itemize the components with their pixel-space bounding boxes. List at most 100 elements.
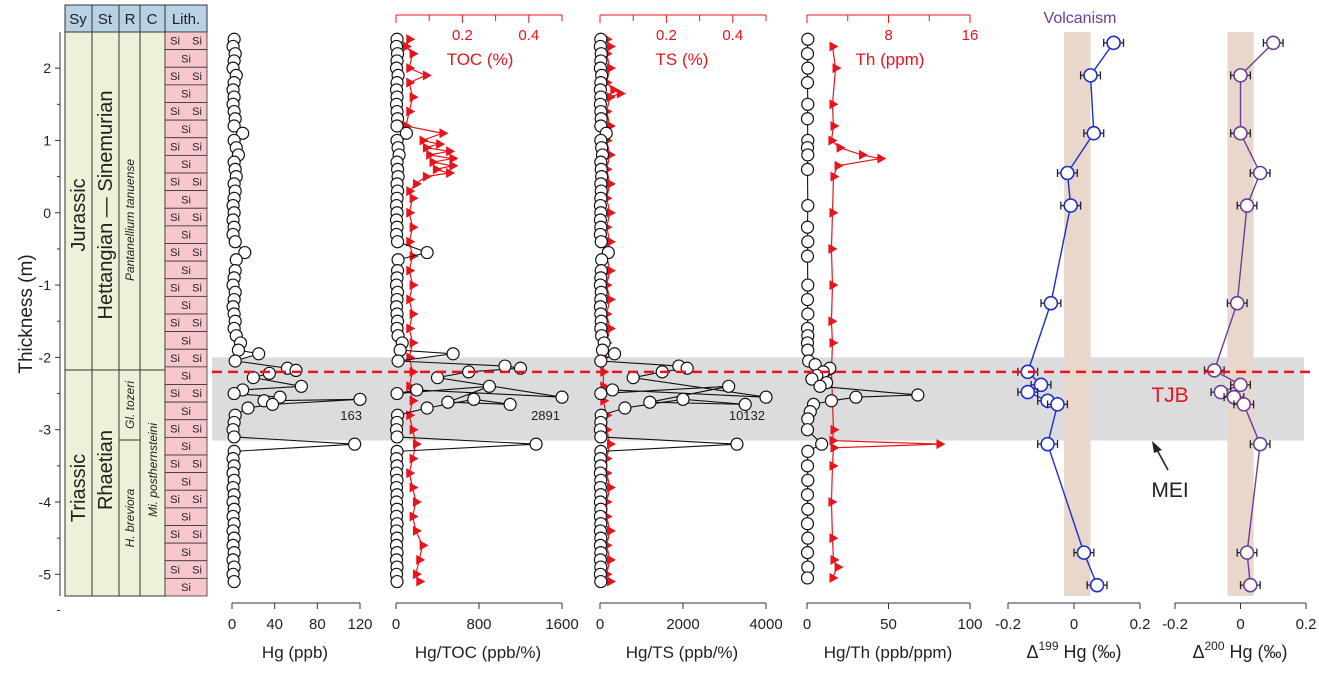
data-point bbox=[1050, 397, 1065, 412]
data-point bbox=[801, 343, 815, 357]
data-point bbox=[228, 354, 242, 368]
x-tick-label: 0 bbox=[228, 616, 236, 633]
series-line-Hg/Th bbox=[806, 39, 918, 578]
data-point bbox=[594, 235, 608, 249]
triangle-marker bbox=[406, 323, 416, 334]
triangle-marker bbox=[439, 128, 449, 139]
data-point bbox=[391, 354, 405, 368]
data-point bbox=[1252, 436, 1268, 452]
x-axis-label-sup: 200 bbox=[1205, 639, 1225, 653]
lith-label: Si bbox=[181, 300, 191, 312]
data-point bbox=[594, 354, 608, 368]
lith-label: Si bbox=[181, 547, 191, 559]
triangle-marker bbox=[409, 482, 419, 493]
triangle-marker bbox=[406, 265, 416, 276]
lith-label: Si bbox=[170, 423, 180, 435]
y-axis-label: Thickness (m) bbox=[16, 254, 37, 373]
triangle-marker bbox=[828, 316, 838, 327]
data-point bbox=[1207, 363, 1222, 378]
triangle-marker bbox=[406, 294, 416, 305]
series-line-Hg/TS bbox=[598, 39, 767, 582]
data-point bbox=[824, 394, 839, 408]
triangle-marker bbox=[828, 497, 838, 507]
data-point bbox=[503, 397, 517, 411]
data-point bbox=[801, 307, 815, 321]
data-point bbox=[1089, 577, 1105, 593]
data-point bbox=[626, 371, 640, 385]
data-point bbox=[446, 347, 460, 361]
lith-label: Si bbox=[170, 318, 180, 330]
lith-label: Si bbox=[192, 247, 202, 259]
data-point bbox=[849, 390, 863, 404]
data-point bbox=[911, 388, 925, 402]
data-point bbox=[467, 392, 481, 406]
lith-label: Si bbox=[170, 36, 180, 48]
data-point bbox=[1060, 165, 1075, 181]
data-point bbox=[1020, 384, 1036, 400]
triangle-marker bbox=[830, 121, 840, 131]
triangle-marker bbox=[416, 554, 426, 565]
data-point bbox=[594, 574, 608, 589]
data-point bbox=[227, 574, 241, 589]
triangle-marker bbox=[829, 572, 839, 583]
data-point bbox=[390, 386, 404, 401]
lith-label: Si bbox=[192, 423, 202, 435]
lith-label: Si bbox=[192, 106, 202, 118]
data-point bbox=[410, 383, 424, 397]
data-point bbox=[1063, 198, 1078, 213]
data-point bbox=[815, 437, 829, 451]
x-tick-label: 0.2 bbox=[1130, 616, 1151, 633]
lith-label: Si bbox=[181, 265, 191, 277]
data-point bbox=[594, 386, 608, 401]
top-tick-label: 0.2 bbox=[452, 27, 473, 44]
data-point bbox=[759, 390, 773, 404]
data-point bbox=[1239, 545, 1255, 560]
lith-label: Si bbox=[181, 124, 191, 136]
triangle-marker bbox=[412, 178, 422, 189]
triangle-marker bbox=[446, 146, 456, 157]
lith-label: Si bbox=[170, 529, 180, 541]
top-axis-label: TS (%) bbox=[656, 50, 709, 69]
x-tick-label: 50 bbox=[880, 616, 897, 633]
zone-posthernsteini: Mi. posthernsteini bbox=[146, 423, 160, 517]
data-point bbox=[555, 390, 569, 404]
data-point bbox=[353, 392, 367, 406]
triangle-marker bbox=[829, 207, 839, 218]
triangle-marker bbox=[834, 160, 844, 171]
data-point bbox=[390, 574, 404, 589]
data-point bbox=[813, 379, 827, 393]
data-point bbox=[801, 560, 815, 574]
lith-label: Si bbox=[170, 247, 180, 259]
series-line-Hg bbox=[232, 39, 361, 582]
y-axis: Thickness (m) 2 1 0 -1 -2 -3 -4 -5 bbox=[16, 32, 61, 611]
y-tick-label: 1 bbox=[43, 132, 51, 148]
triangle-marker bbox=[606, 576, 616, 587]
data-point bbox=[399, 126, 413, 140]
lith-label: Si bbox=[181, 582, 191, 594]
triangle-marker bbox=[406, 236, 416, 247]
data-point bbox=[595, 253, 609, 267]
outlier-label: 2891 bbox=[531, 408, 560, 423]
data-point bbox=[800, 162, 815, 176]
zone-pantanellium: Pantanellium tanuense bbox=[123, 159, 137, 281]
triangle-marker bbox=[606, 207, 616, 218]
top-axis-label: TOC (%) bbox=[447, 50, 514, 69]
triangle-marker bbox=[409, 222, 419, 233]
triangle-marker bbox=[829, 435, 839, 446]
y-tick-label: 2 bbox=[43, 60, 51, 76]
lith-label: Si bbox=[170, 388, 180, 400]
data-point bbox=[801, 473, 815, 487]
triangle-marker bbox=[606, 149, 616, 160]
triangle-marker bbox=[859, 149, 869, 160]
data-point bbox=[1265, 35, 1281, 51]
triangle-marker bbox=[836, 142, 846, 153]
data-point bbox=[1086, 125, 1102, 141]
x-tick-label: 0 bbox=[1070, 616, 1078, 633]
triangle-marker bbox=[606, 323, 616, 334]
triangle-marker bbox=[606, 482, 616, 493]
data-point bbox=[800, 220, 815, 234]
triangle-marker bbox=[606, 525, 616, 536]
top-tick-label: 8 bbox=[884, 27, 892, 44]
lith-label: Si bbox=[192, 36, 202, 48]
